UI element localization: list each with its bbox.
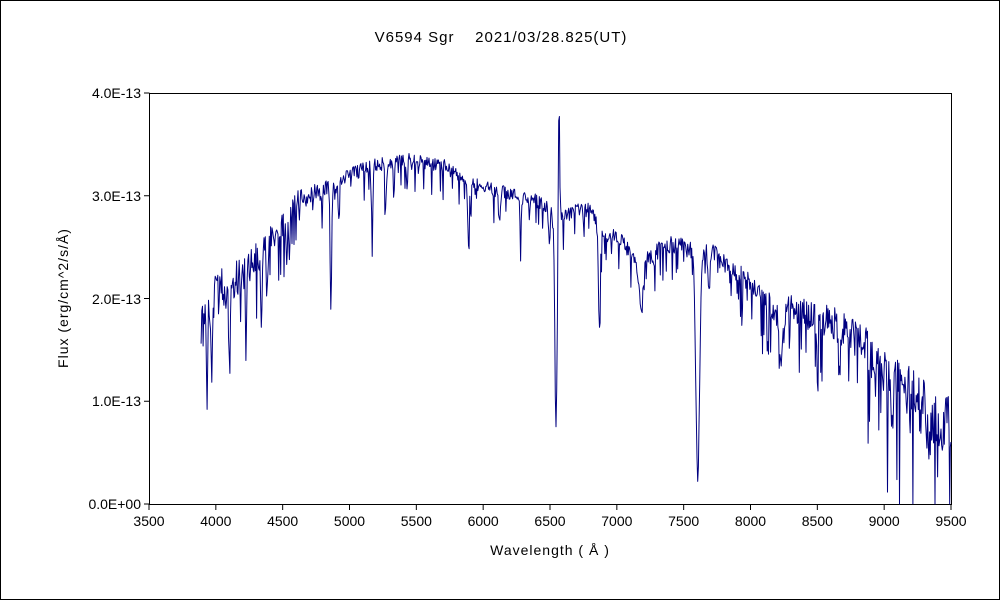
y-tick-label: 3.0E-13 <box>91 187 141 204</box>
x-tick-label: 4000 <box>200 513 232 529</box>
y-tick-label: 4.0E-13 <box>91 85 141 101</box>
x-tick-label: 4500 <box>267 513 299 529</box>
x-tick-label: 9500 <box>935 513 967 529</box>
x-tick-label: 7500 <box>668 513 700 529</box>
y-tick-label: 1.0E-13 <box>91 393 141 410</box>
x-tick-label: 8000 <box>734 513 767 529</box>
x-tick-label: 6500 <box>534 513 566 529</box>
y-tick-label: 2.0E-13 <box>91 290 141 307</box>
x-tick-label: 7000 <box>601 513 633 529</box>
x-tick-label: 9000 <box>868 513 900 529</box>
plot-frame <box>149 93 952 505</box>
x-tick-label: 5000 <box>333 513 366 529</box>
spectrum-line <box>200 116 952 505</box>
x-axis-title: Wavelength ( Å ) <box>490 542 610 558</box>
chart-title: V6594 Sgr 2021/03/28.825(UT) <box>374 29 628 46</box>
x-tick-label: 6000 <box>467 513 499 529</box>
x-tick-label: 3500 <box>133 513 165 529</box>
x-tick-label: 8500 <box>801 513 833 529</box>
y-tick-label: 0.0E+00 <box>88 496 141 512</box>
x-tick-label: 5500 <box>400 513 432 529</box>
